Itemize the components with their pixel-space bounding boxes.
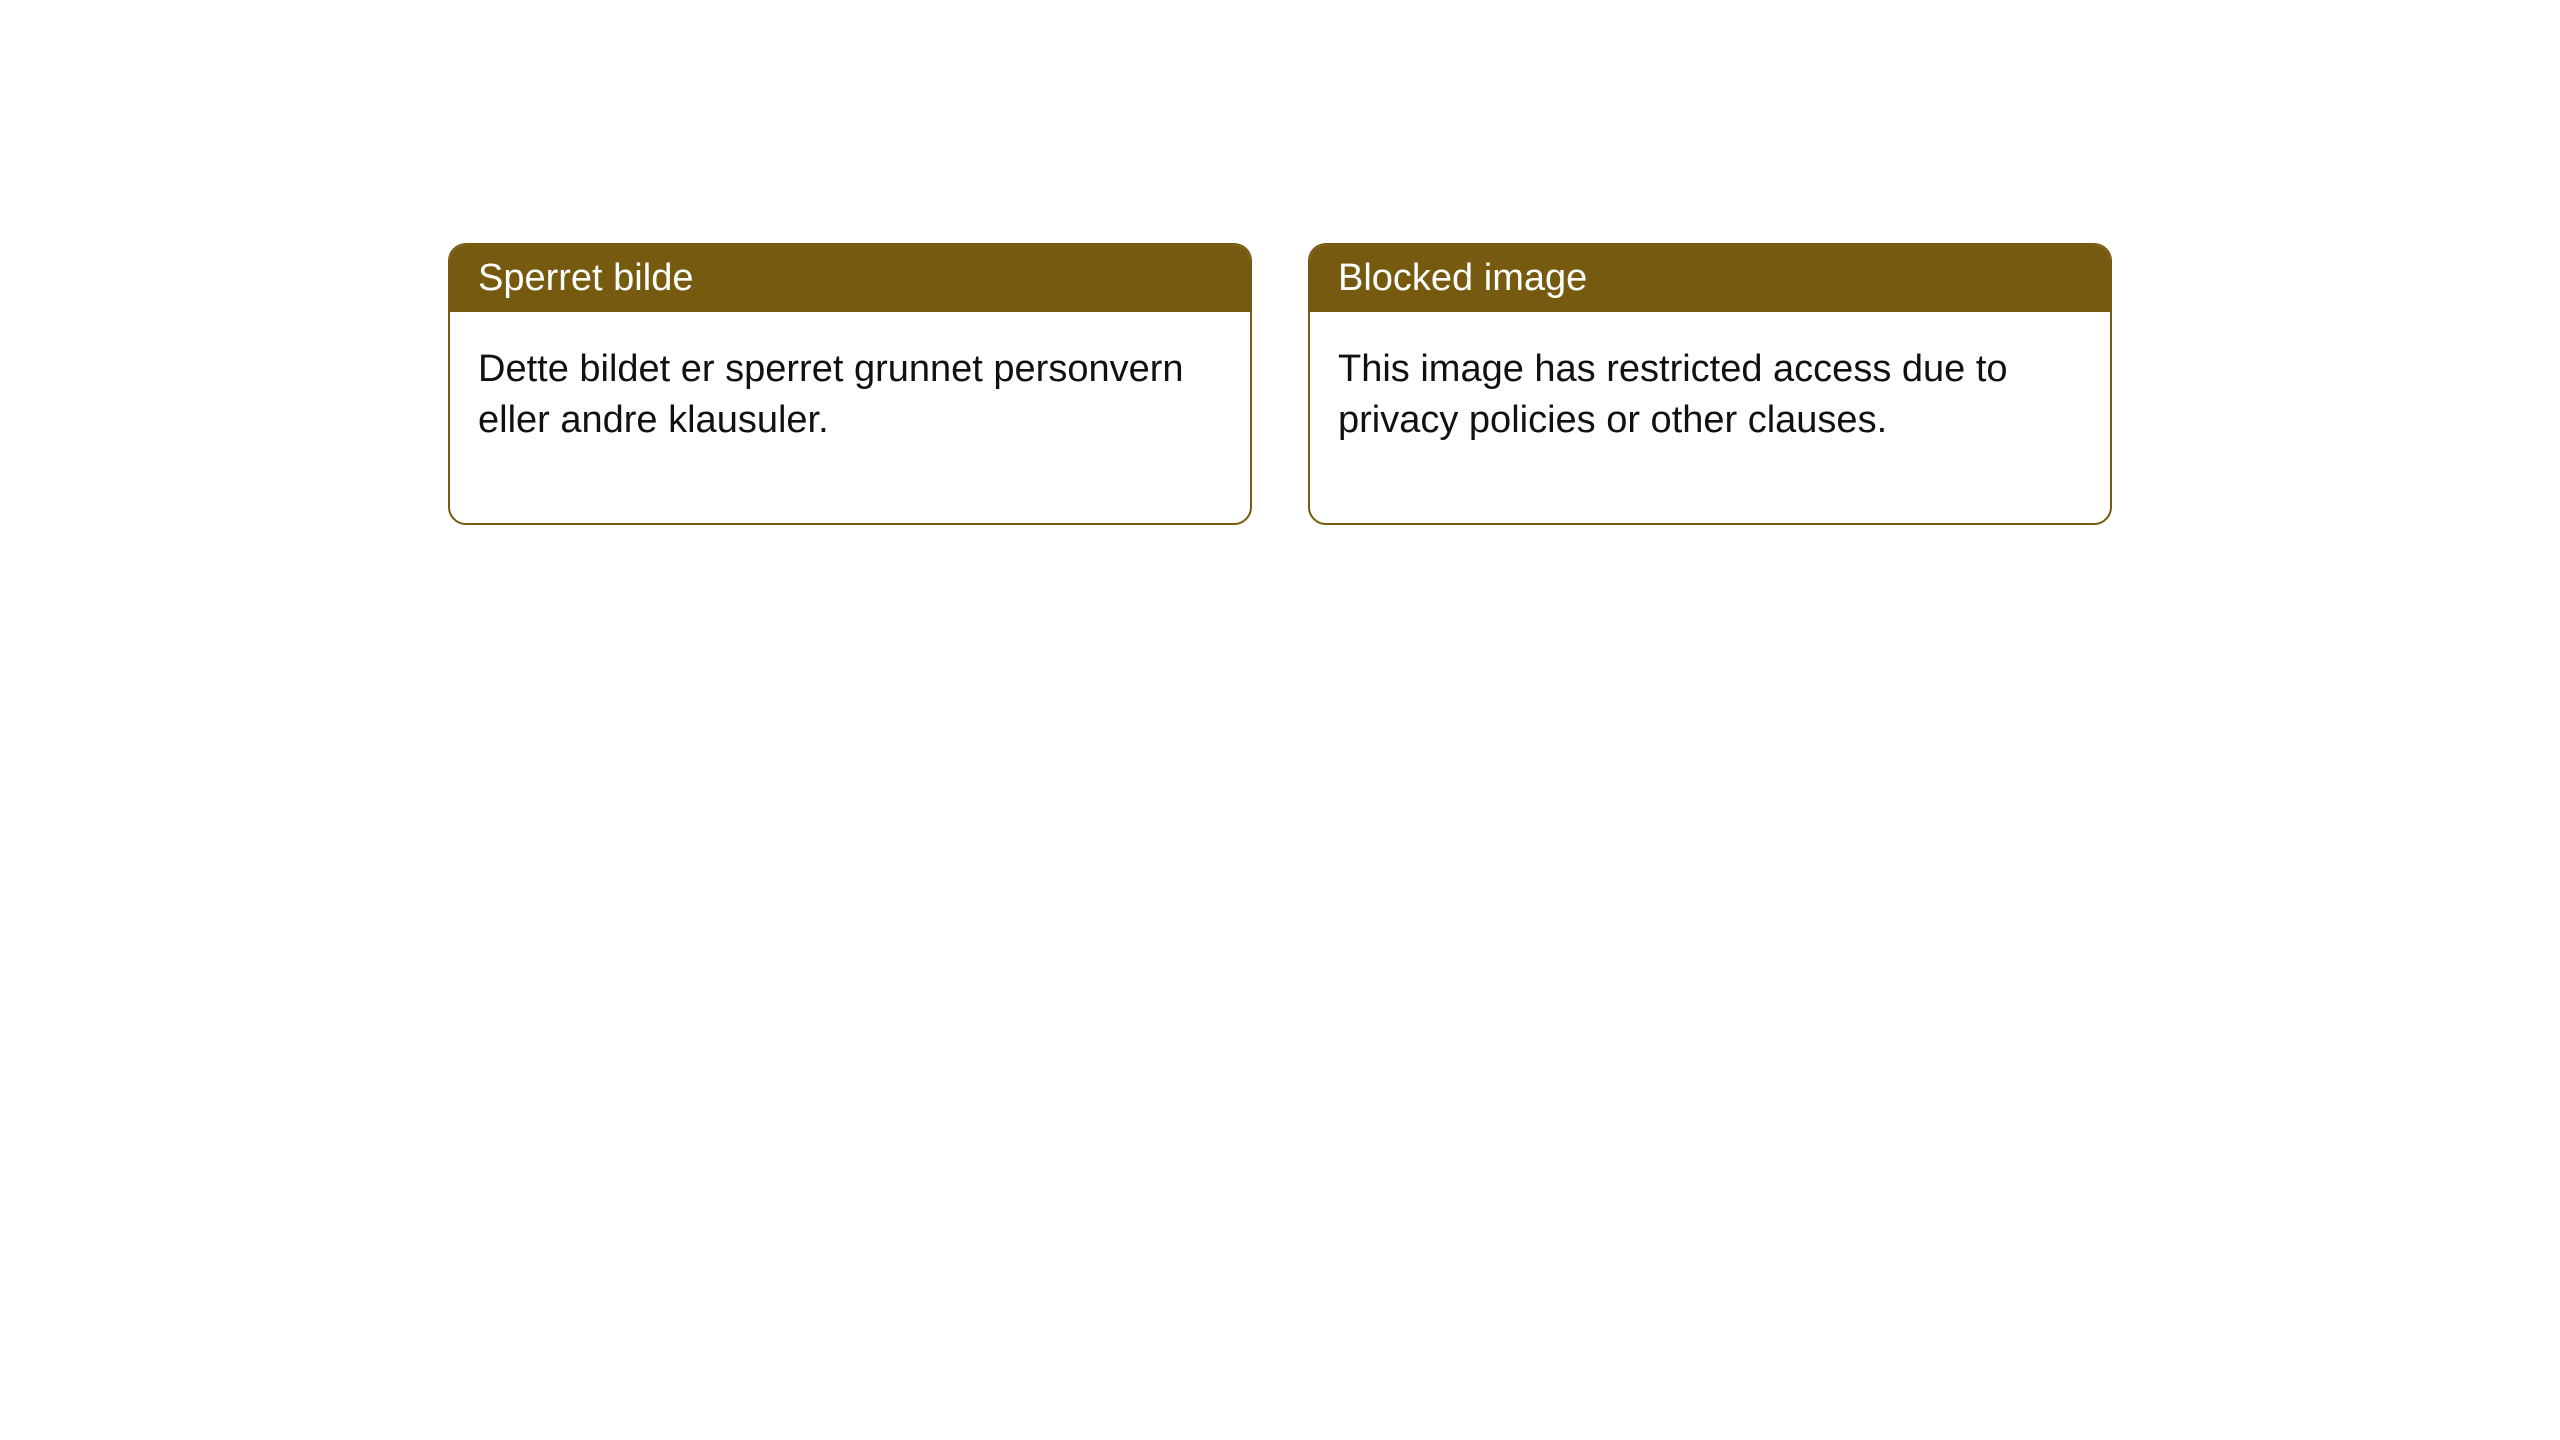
notice-header: Sperret bilde (450, 245, 1250, 312)
notice-body: Dette bildet er sperret grunnet personve… (450, 312, 1250, 523)
notice-container: Sperret bilde Dette bildet er sperret gr… (0, 0, 2560, 525)
notice-body: This image has restricted access due to … (1310, 312, 2110, 523)
notice-card-norwegian: Sperret bilde Dette bildet er sperret gr… (448, 243, 1252, 525)
notice-card-english: Blocked image This image has restricted … (1308, 243, 2112, 525)
notice-header: Blocked image (1310, 245, 2110, 312)
